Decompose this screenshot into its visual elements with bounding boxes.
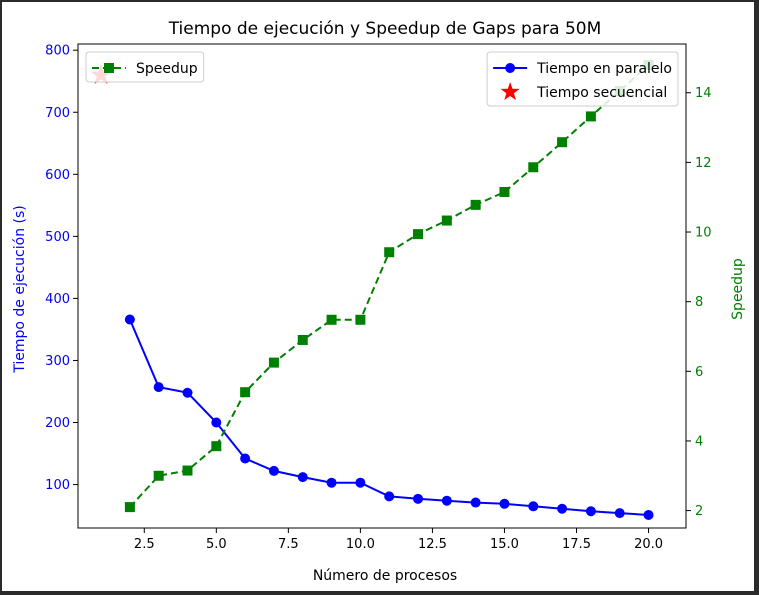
x-tick-label: 20.0 xyxy=(634,537,663,552)
point-tiempo-en-paralelo xyxy=(384,491,395,502)
y-right-tick-label: 4 xyxy=(695,434,703,449)
legend-label-tiempo-en-paralelo: Tiempo en paralelo xyxy=(536,61,672,77)
axes: 2.5 5.0 7.5 10.0 12.5 15.0 17.5 20.0 100 200 300 40… xyxy=(45,43,712,552)
legend-box xyxy=(486,51,679,107)
x-tick-label: 5.0 xyxy=(206,537,227,552)
y-right-tick-label: 6 xyxy=(695,365,703,380)
point-speedup xyxy=(124,502,135,513)
point-tiempo-en-paralelo xyxy=(528,501,539,512)
plot-frame xyxy=(77,43,687,529)
point-speedup xyxy=(326,314,337,325)
point-speedup xyxy=(240,387,251,398)
y-left-tick-label: 800 xyxy=(45,44,70,59)
point-tiempo-en-paralelo xyxy=(297,472,308,483)
chart-title: Tiempo de ejecución y Speedup de Gaps pa… xyxy=(168,19,602,39)
x-tick-label: 7.5 xyxy=(278,537,299,552)
line-tiempo-en-paralelo xyxy=(128,319,649,516)
point-tiempo-en-paralelo xyxy=(355,477,366,488)
point-tiempo-en-paralelo xyxy=(413,493,424,504)
y-right-tick-label: 8 xyxy=(695,295,703,310)
legend-marker-tiempo-en-paralelo xyxy=(505,63,516,73)
y-left-tick-label: 200 xyxy=(45,416,70,431)
y-left-tick-label: 100 xyxy=(45,478,70,493)
x-tick-label: 12.5 xyxy=(418,537,447,552)
point-tiempo-en-paralelo xyxy=(470,497,481,508)
point-speedup xyxy=(585,111,596,122)
x-tick-label: 17.5 xyxy=(562,537,591,552)
point-tiempo-en-paralelo xyxy=(211,417,222,428)
y-right-tick-label: 14 xyxy=(695,86,712,101)
point-speedup xyxy=(384,247,395,258)
point-tiempo-en-paralelo xyxy=(153,382,164,393)
point-tiempo-en-paralelo xyxy=(585,506,596,517)
point-tiempo-en-paralelo xyxy=(643,509,654,520)
x-tick-label: 15.0 xyxy=(490,537,519,552)
x-tick-label: 2.5 xyxy=(134,537,155,552)
point-speedup xyxy=(528,162,539,173)
point-tiempo-en-paralelo xyxy=(268,465,279,476)
point-tiempo-en-paralelo xyxy=(240,453,251,464)
y-left-tick-label: 500 xyxy=(45,230,70,245)
point-tiempo-en-paralelo xyxy=(557,503,568,514)
y-axis-right-label: Speedup xyxy=(730,258,746,320)
y-right-tick-label: 12 xyxy=(695,156,712,171)
y-left-tick-label: 400 xyxy=(45,292,70,307)
point-speedup xyxy=(557,137,568,148)
legend-marker-speedup xyxy=(104,63,114,73)
point-tiempo-en-paralelo xyxy=(614,508,625,519)
point-speedup xyxy=(211,441,222,452)
legend-marker-tiempo-secuencial xyxy=(500,82,520,101)
point-speedup xyxy=(153,470,164,481)
y-right-tick-label: 10 xyxy=(695,226,712,241)
point-tiempo-en-paralelo xyxy=(441,495,452,506)
legend-label-tiempo-secuencial: Tiempo secuencial xyxy=(536,85,667,101)
y-axis-left-label: Tiempo de ejecución (s) xyxy=(12,205,28,374)
point-tiempo-en-paralelo xyxy=(182,387,193,398)
y-left-tick-label: 300 xyxy=(45,354,70,369)
point-speedup xyxy=(297,334,308,345)
point-speedup xyxy=(441,215,452,226)
point-tiempo-en-paralelo xyxy=(124,314,135,325)
line-speedup xyxy=(129,64,650,508)
legend-box xyxy=(85,51,205,83)
legend-label-speedup: Speedup xyxy=(136,61,198,77)
series-layer xyxy=(90,59,654,520)
y-right-tick-label: 2 xyxy=(695,504,703,519)
point-tiempo-en-paralelo xyxy=(499,498,510,509)
x-tick-label: 10.0 xyxy=(346,537,375,552)
legend-tiempo: Tiempo en paralelo Tiempo secuencial xyxy=(486,51,679,107)
point-speedup xyxy=(499,186,510,197)
point-speedup xyxy=(355,314,366,325)
y-left-tick-label: 600 xyxy=(45,168,70,183)
point-speedup xyxy=(182,465,193,476)
point-tiempo-en-paralelo xyxy=(326,477,337,488)
point-speedup xyxy=(470,199,481,210)
y-left-tick-label: 700 xyxy=(45,106,70,121)
legend-speedup: Speedup xyxy=(85,51,205,83)
x-axis-label: Número de procesos xyxy=(313,568,457,584)
point-speedup xyxy=(413,229,424,240)
point-speedup xyxy=(268,357,279,368)
